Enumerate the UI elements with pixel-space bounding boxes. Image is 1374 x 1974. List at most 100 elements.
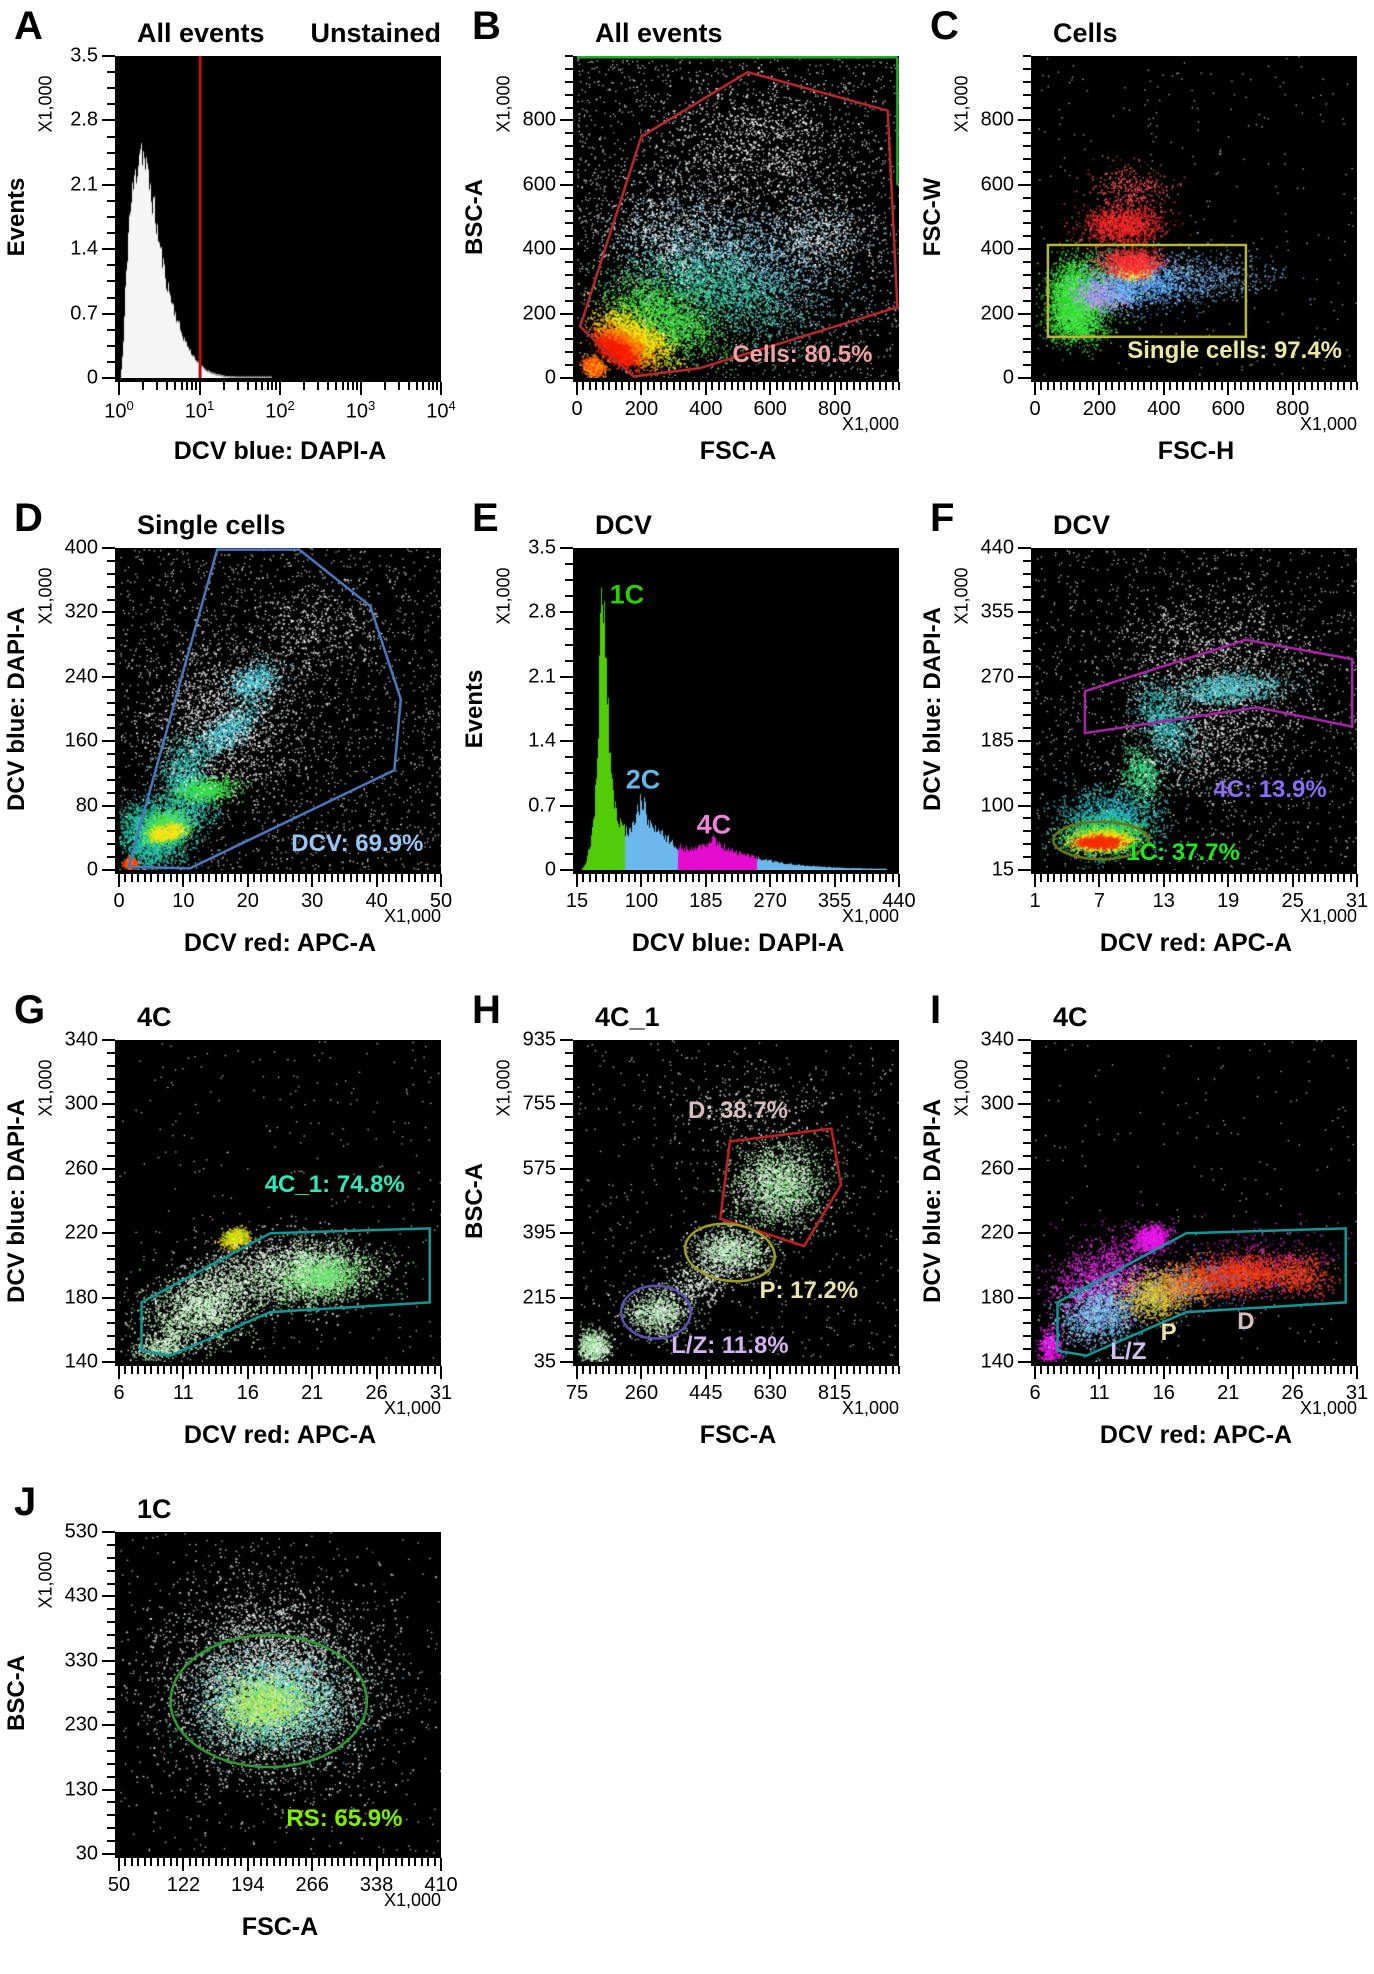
y-axis-tick — [565, 273, 573, 276]
y-axis-label: BSC-A — [3, 1655, 30, 1731]
x-axis-tick — [1330, 382, 1333, 390]
x-axis-tick — [672, 382, 675, 390]
x-axis-tick — [782, 382, 785, 390]
plot-title: All events — [595, 18, 723, 48]
x-axis-tick — [1265, 874, 1268, 882]
y-axis-tick — [107, 1646, 115, 1649]
x-axis-tick — [388, 1858, 391, 1866]
y-axis-tick — [107, 791, 115, 794]
x-axis-tick — [208, 1858, 211, 1866]
x-axis-tick — [137, 1366, 140, 1374]
x-axis-tick — [691, 874, 694, 882]
x-axis-tick — [327, 382, 330, 390]
y-tick-label: 180 — [980, 1286, 1014, 1309]
x-axis-tick — [801, 1366, 804, 1374]
x-axis-tick — [1272, 874, 1275, 882]
x-axis-tick — [788, 874, 791, 882]
x-axis-tick — [221, 874, 224, 882]
gate-overlay — [1056, 1227, 1347, 1357]
y-axis-tick — [1023, 791, 1031, 794]
x-axis-tick — [180, 382, 183, 390]
x-axis-tick — [359, 382, 362, 395]
plot-title: DCV — [1053, 510, 1111, 540]
x-axis-tick — [1162, 382, 1165, 395]
x-axis-tick — [743, 382, 746, 390]
y-axis-tick — [1023, 817, 1031, 820]
x-axis-tick — [1188, 874, 1191, 882]
x-axis-tick — [343, 1366, 346, 1374]
x-axis-tick — [169, 1858, 172, 1866]
y-axis-tick — [107, 1737, 115, 1740]
y-axis-tick — [107, 328, 115, 331]
y-axis-tick — [1023, 170, 1031, 173]
x-axis-tick — [414, 1858, 417, 1866]
y-axis-tick — [565, 106, 573, 109]
y-axis-label: BSC-A — [461, 179, 488, 255]
x-axis-tick — [1195, 382, 1197, 390]
y-axis-tick — [107, 216, 115, 218]
x-axis-scale: X1,000 — [841, 414, 899, 434]
x-axis-tick — [291, 1858, 294, 1866]
plot-area — [115, 56, 441, 382]
x-tick-label: 26 — [365, 1382, 388, 1404]
y-axis-tick — [1023, 1335, 1031, 1338]
y-axis-tick — [565, 222, 573, 225]
x-axis-tick — [679, 874, 682, 882]
y-axis-tick — [1023, 1129, 1031, 1132]
x-axis-tick — [794, 874, 797, 882]
x-axis-tick — [1040, 382, 1043, 390]
y-tick-label: 320 — [64, 600, 98, 623]
x-axis-tick — [621, 874, 624, 882]
x-axis-tick — [653, 1366, 656, 1374]
x-axis-tick — [1207, 382, 1210, 390]
x-tick-label: 11 — [1089, 1382, 1110, 1404]
y-tick-label: 440 — [980, 536, 1014, 559]
x-axis-tick — [878, 1366, 881, 1374]
y-axis-tick — [1023, 351, 1031, 354]
plot-title: DCV — [595, 510, 653, 540]
x-axis-tick — [807, 382, 810, 390]
y-axis-tick — [565, 563, 573, 566]
x-axis-tick — [271, 382, 274, 390]
x-axis-tick — [1201, 382, 1204, 390]
y-axis-tick — [107, 1749, 115, 1752]
plot-title: All events — [137, 18, 265, 48]
x-tick-label: 0 — [113, 890, 125, 912]
y-tick-label: 0.7 — [528, 794, 556, 817]
y-axis-tick — [560, 1361, 573, 1363]
y-axis-tick — [560, 611, 573, 614]
y-tick-label: 0.7 — [70, 302, 98, 325]
y-tick-label: 260 — [64, 1157, 98, 1180]
panel-b: B All events X1,000 BSC-A Cells: 80.5% X… — [458, 0, 916, 492]
x-axis-tick — [285, 1858, 288, 1866]
x-axis-tick — [440, 874, 442, 887]
x-axis-tick — [1195, 874, 1197, 882]
gate-overlay — [198, 56, 202, 378]
y-axis-tick — [565, 1283, 573, 1286]
y-axis-tick — [1023, 145, 1031, 148]
x-axis-tick — [156, 874, 159, 882]
y-axis-tick — [1018, 611, 1031, 614]
plot-title: 1C — [137, 1494, 172, 1524]
x-axis-tick — [420, 1366, 423, 1374]
plot-area: DCV: 69.9% — [115, 548, 441, 874]
y-axis-tick — [1023, 299, 1031, 302]
x-axis-tick — [685, 382, 688, 390]
y-axis-tick — [102, 675, 115, 678]
x-axis-tick — [640, 874, 643, 887]
y-axis-tick — [565, 261, 573, 264]
y-tick-label: 2.8 — [70, 108, 98, 131]
x-axis-tick — [1124, 874, 1127, 882]
y-tick-label: 80 — [75, 794, 98, 817]
x-axis-tick — [272, 1366, 275, 1374]
x-tick-label: 266 — [295, 1874, 329, 1896]
x-axis-tick — [833, 874, 836, 887]
y-axis-tick — [107, 585, 115, 588]
y-tick-label: 430 — [64, 1584, 98, 1607]
y-axis-tick — [107, 1685, 115, 1688]
y-axis-tick — [107, 1129, 115, 1132]
x-axis-tick — [576, 1366, 578, 1379]
y-axis-tick — [107, 1569, 115, 1572]
x-axis-tick — [820, 382, 823, 390]
y-axis-tick — [1018, 1103, 1031, 1106]
